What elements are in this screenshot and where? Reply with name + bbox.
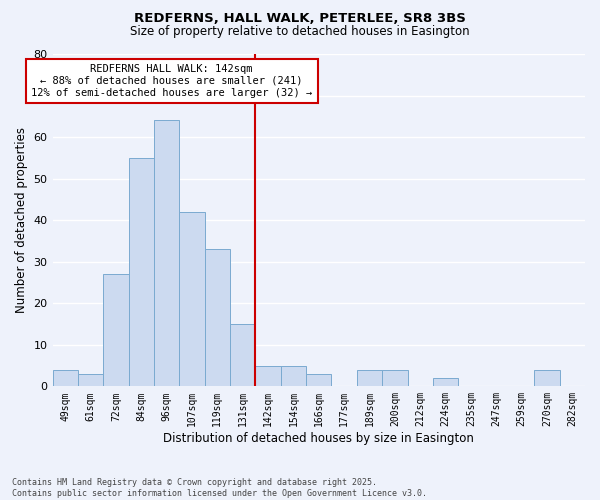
Bar xyxy=(534,370,560,386)
Bar xyxy=(128,158,154,386)
Bar xyxy=(433,378,458,386)
Bar xyxy=(306,374,331,386)
Bar xyxy=(205,249,230,386)
Text: REDFERNS HALL WALK: 142sqm
← 88% of detached houses are smaller (241)
12% of sem: REDFERNS HALL WALK: 142sqm ← 88% of deta… xyxy=(31,64,313,98)
Bar xyxy=(382,370,407,386)
Bar xyxy=(53,370,78,386)
Bar xyxy=(78,374,103,386)
Bar xyxy=(256,366,281,386)
Text: Size of property relative to detached houses in Easington: Size of property relative to detached ho… xyxy=(130,25,470,38)
Bar xyxy=(230,324,256,386)
Bar xyxy=(103,274,128,386)
X-axis label: Distribution of detached houses by size in Easington: Distribution of detached houses by size … xyxy=(163,432,474,445)
Bar xyxy=(281,366,306,386)
Y-axis label: Number of detached properties: Number of detached properties xyxy=(15,127,28,313)
Bar xyxy=(154,120,179,386)
Text: Contains HM Land Registry data © Crown copyright and database right 2025.
Contai: Contains HM Land Registry data © Crown c… xyxy=(12,478,427,498)
Text: REDFERNS, HALL WALK, PETERLEE, SR8 3BS: REDFERNS, HALL WALK, PETERLEE, SR8 3BS xyxy=(134,12,466,26)
Bar xyxy=(179,212,205,386)
Bar xyxy=(357,370,382,386)
